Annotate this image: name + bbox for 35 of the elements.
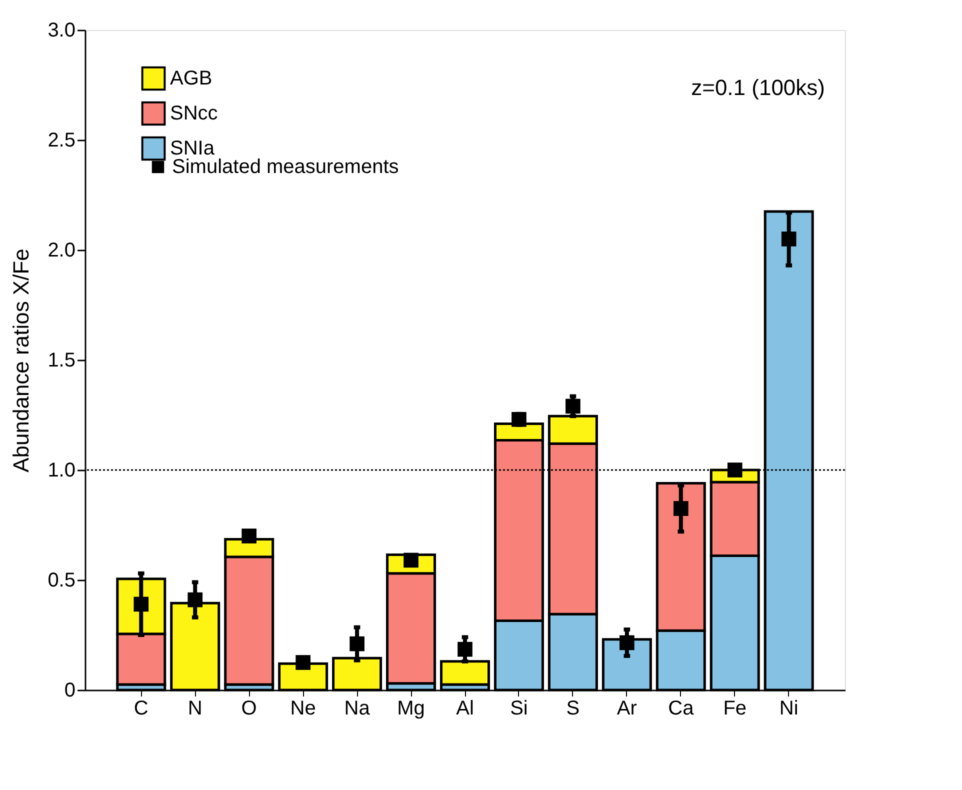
point	[458, 642, 472, 657]
x-tick-label: C	[134, 698, 148, 720]
x-tick-label: Ne	[290, 698, 316, 720]
point	[512, 412, 526, 427]
x-tick-label: Ca	[668, 698, 695, 720]
legend-label: SNcc	[170, 102, 218, 124]
x-tick-label: Fe	[723, 698, 747, 720]
point	[566, 398, 580, 414]
x-tick-label: O	[241, 698, 257, 720]
point	[727, 462, 742, 478]
x-tick-label: Ar	[616, 698, 638, 720]
y-tick-label: 1.5	[48, 350, 76, 372]
x-tick-label: Na	[344, 698, 371, 720]
x-tick-label: S	[566, 698, 580, 720]
y-tick-label: 0	[64, 680, 76, 702]
point	[781, 232, 796, 246]
point	[350, 636, 364, 652]
point	[242, 528, 257, 544]
y-tick-label: 3.0	[48, 20, 76, 42]
x-tick-label: Mg	[397, 698, 425, 720]
point	[188, 592, 203, 608]
x-tick-label: Ni	[779, 698, 798, 720]
x-tick-label: Al	[456, 698, 474, 720]
y-tick-label: 0.5	[48, 570, 76, 592]
point	[673, 501, 688, 516]
annotation: z=0.1 (100ks)	[691, 75, 825, 100]
y-tick-label: 2.5	[48, 130, 76, 152]
y-tick-label: 2.0	[48, 240, 76, 262]
point	[296, 655, 310, 670]
x-tick-label: N	[188, 698, 202, 720]
y-tick-label: 1.0	[48, 460, 76, 482]
y-axis-title: Abundance ratios X/Fe	[8, 248, 34, 472]
point	[620, 635, 634, 650]
x-tick-label: Si	[510, 698, 528, 720]
legend-label: AGB	[170, 68, 212, 90]
